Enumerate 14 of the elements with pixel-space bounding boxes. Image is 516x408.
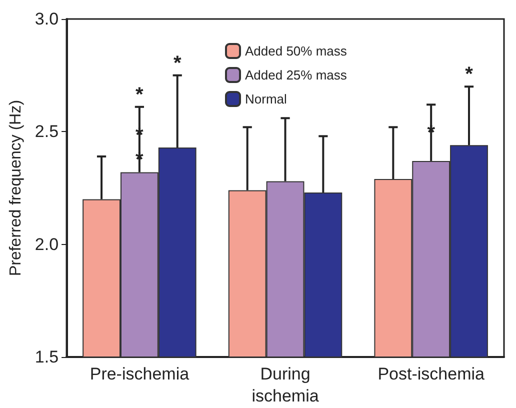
text: * [136,84,144,106]
x-tick-label: Post-ischemia [378,364,486,384]
y-tick-label: 1.5 [34,348,59,366]
y-axis-title: Preferred frequency (Hz) [8,100,24,276]
text: * [173,52,182,74]
x-tick-label: Pre-ischemia [90,364,190,384]
y-tick-label: 2.5 [34,122,59,142]
y-tick-label: 3.0 [34,10,59,28]
y-tick-label: 2.0 [34,234,59,254]
legend-label: Added 50% mass [245,44,348,58]
legend-label: Added 25% mass [245,68,348,82]
x-tick-label: During ischemia [252,364,320,406]
legend-label: Normal [245,92,288,106]
text: * [465,64,473,86]
